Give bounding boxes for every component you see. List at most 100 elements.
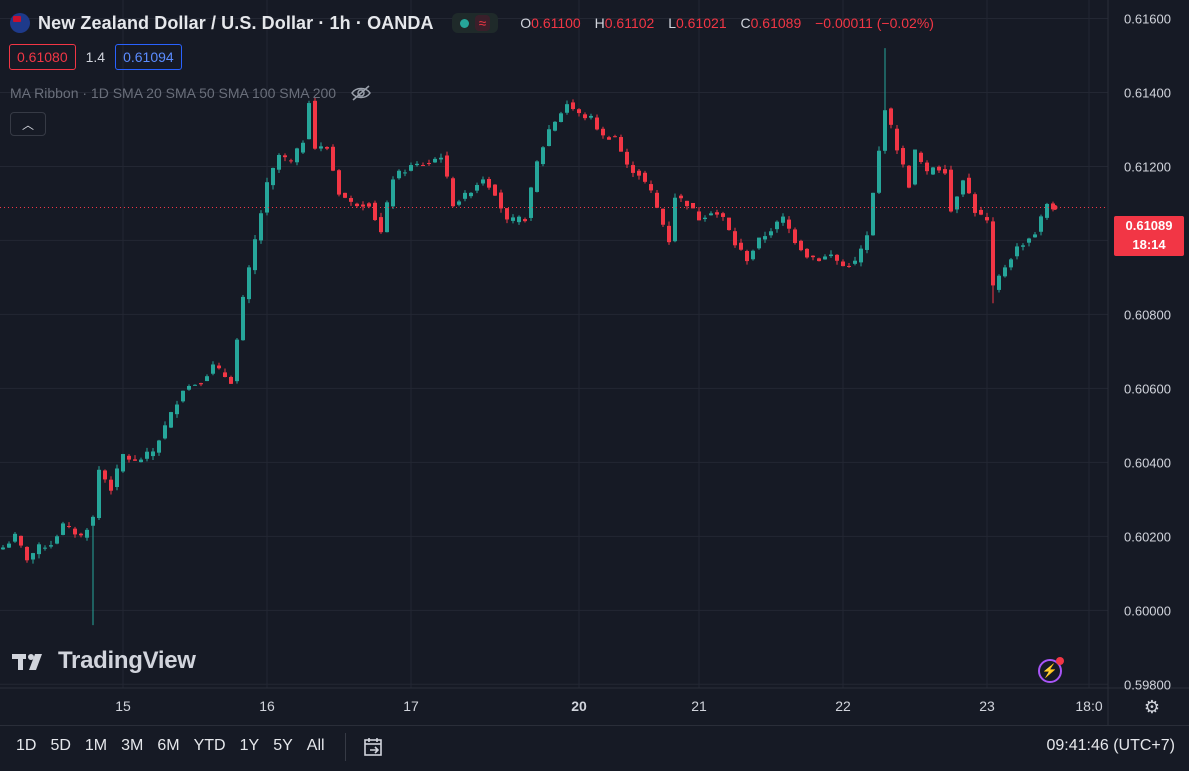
candle [421, 162, 425, 167]
candle [943, 164, 947, 176]
candle-body [1, 547, 5, 550]
candle [811, 255, 815, 261]
candle-body [745, 251, 749, 262]
candle-body [715, 212, 719, 215]
candle-body [283, 155, 287, 158]
candle-body [979, 209, 983, 215]
buy-button[interactable]: 0.61094 [115, 44, 182, 70]
candle [241, 295, 245, 341]
close-value: 0.61089 [750, 15, 802, 31]
y-tick-label: 0.59800 [1124, 677, 1171, 692]
clock-timezone[interactable]: 09:41:46 (UTC+7) [1046, 737, 1175, 754]
candle [751, 249, 755, 261]
low-value: 0.61021 [676, 15, 727, 31]
candle-body [529, 187, 533, 218]
candle [187, 384, 191, 391]
candle [475, 182, 479, 194]
candle-body [907, 165, 911, 188]
candle-body [1021, 245, 1025, 247]
candle [181, 390, 185, 403]
candle [301, 140, 305, 154]
range-ytd[interactable]: YTD [193, 737, 226, 754]
flash-alert-button[interactable]: ⚡ [1038, 657, 1064, 683]
range-all[interactable]: All [306, 737, 325, 754]
candle [997, 274, 1001, 293]
candle-body [535, 161, 539, 192]
market-status-pill[interactable]: ≈ [451, 13, 499, 33]
candle [685, 200, 689, 210]
candle-body [37, 544, 41, 555]
timeframe-ranges: 1D 5D 1M 3M 6M YTD 1Y 5Y All [16, 737, 325, 755]
candle-body [547, 129, 551, 147]
nzd-usd-flag-icon [10, 13, 30, 33]
symbol-title[interactable]: New Zealand Dollar / U.S. Dollar · 1h · … [38, 12, 434, 33]
y-tick-label: 0.60800 [1124, 307, 1171, 322]
candle [379, 212, 383, 234]
indicator-label: MA Ribbon · 1D SMA 20 SMA 50 SMA 100 SMA… [10, 85, 337, 101]
range-3m[interactable]: 3M [121, 737, 144, 754]
candle-body [619, 137, 623, 152]
candle [481, 176, 485, 186]
range-1d[interactable]: 1D [16, 737, 37, 754]
candle [709, 211, 713, 216]
candle-body [247, 267, 251, 300]
candle [121, 453, 125, 473]
candle-body [289, 160, 293, 162]
candle [127, 454, 131, 463]
candle [739, 238, 743, 251]
x-tick-label: 17 [403, 698, 419, 714]
gear-icon[interactable]: ⚙ [1143, 696, 1161, 717]
range-6m[interactable]: 6M [157, 737, 180, 754]
candle [835, 254, 839, 265]
candle-body [1003, 267, 1007, 277]
indicator-legend[interactable]: MA Ribbon · 1D SMA 20 SMA 50 SMA 100 SMA… [10, 85, 372, 101]
range-1m[interactable]: 1M [84, 737, 108, 754]
eye-slash-icon[interactable] [350, 85, 372, 101]
candle-body [841, 261, 845, 267]
candle-body [259, 213, 263, 241]
range-1y[interactable]: 1Y [239, 737, 260, 754]
candle-body [301, 142, 305, 153]
candle-body [343, 192, 347, 198]
candle-body [391, 179, 395, 207]
candle-body [115, 468, 119, 487]
price-chart[interactable]: 0.616000.614000.612000.610000.608000.606… [0, 0, 1189, 725]
candle-body [973, 194, 977, 213]
candle-body [31, 553, 35, 560]
candle-body [931, 167, 935, 175]
candle [1003, 264, 1007, 278]
open-label: O [520, 15, 532, 31]
candle [505, 208, 509, 224]
candle-body [205, 376, 209, 382]
candle [601, 126, 605, 139]
candle-body [577, 109, 581, 114]
candle [619, 134, 623, 152]
candle [697, 207, 701, 221]
candle [607, 135, 611, 140]
candle-body [91, 516, 95, 526]
candle [715, 209, 719, 218]
candle [529, 186, 533, 221]
range-5y[interactable]: 5Y [273, 737, 293, 754]
candle-body [439, 157, 443, 160]
x-tick-label: 16 [259, 698, 275, 714]
chart-grid [0, 0, 1189, 725]
go-to-date-icon[interactable] [362, 735, 386, 759]
sell-button[interactable]: 0.61080 [9, 44, 76, 70]
candle [469, 192, 473, 199]
range-5d[interactable]: 5D [50, 737, 71, 754]
candle [937, 165, 941, 174]
candle [865, 231, 869, 254]
collapse-legend-button[interactable]: ︿ [10, 112, 46, 136]
candle [451, 176, 455, 208]
candle-body [169, 412, 173, 428]
candle [823, 254, 827, 260]
candle [625, 148, 629, 168]
candle [973, 192, 977, 217]
candle-body [229, 376, 233, 384]
candle [115, 464, 119, 491]
live-dot-icon [459, 18, 469, 28]
candle [457, 199, 461, 207]
y-tick-label: 0.61600 [1124, 11, 1171, 26]
lightning-icon: ⚡ [1041, 663, 1059, 678]
